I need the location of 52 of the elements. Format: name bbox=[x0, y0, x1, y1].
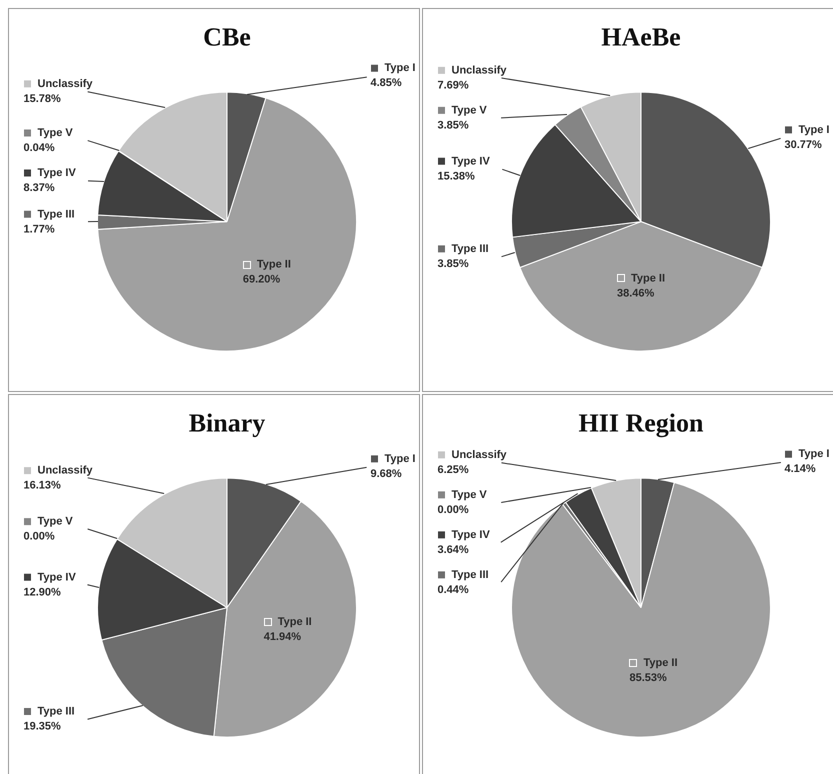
data-label: 3.85% bbox=[438, 258, 469, 270]
legend-label: Type IV bbox=[452, 155, 490, 168]
legend-label: Type III bbox=[38, 706, 75, 718]
text: 0.00% bbox=[24, 530, 55, 543]
legend-label: Type III bbox=[38, 208, 75, 220]
data-label: 1.77% bbox=[24, 223, 55, 236]
data-label: 8.37% bbox=[24, 182, 55, 194]
text: CBe bbox=[203, 22, 251, 52]
data-label: 12.90% bbox=[24, 586, 62, 598]
data-label: 16.13% bbox=[24, 480, 62, 492]
legend-label: Type V bbox=[452, 488, 488, 501]
legend-label: Type I bbox=[384, 452, 416, 465]
data-label: 85.53% bbox=[630, 672, 668, 684]
data-label: 7.69% bbox=[438, 79, 469, 92]
legend-label: Type II bbox=[630, 272, 666, 284]
legend-label: Type V bbox=[38, 127, 74, 140]
data-label: 19.35% bbox=[24, 720, 62, 733]
data-label: 15.78% bbox=[24, 92, 62, 105]
legend-label: Unclassify bbox=[452, 448, 508, 461]
data-label: 30.77% bbox=[784, 138, 822, 151]
data-label: 3.64% bbox=[438, 544, 469, 556]
legend-label: Unclassify bbox=[38, 464, 94, 477]
legend-label: Type II bbox=[278, 616, 312, 628]
text: HII Region bbox=[578, 408, 704, 438]
legend-label: Type V bbox=[452, 104, 488, 116]
legend-label: Type II bbox=[644, 657, 678, 670]
legend-label: Type V bbox=[38, 516, 74, 528]
legend-label: Type I bbox=[384, 62, 416, 74]
data-label: 9.68% bbox=[370, 468, 402, 480]
data-label: 15.38% bbox=[438, 170, 476, 182]
legend-label: Type II bbox=[256, 258, 291, 271]
legend-label: Type IV bbox=[38, 167, 76, 180]
text: 0.00% bbox=[438, 504, 469, 516]
legend-label: Type III bbox=[452, 242, 489, 255]
data-label: 38.46% bbox=[616, 287, 655, 300]
legend-label: Type III bbox=[452, 568, 489, 581]
legend-label: Type I bbox=[798, 448, 830, 460]
legend-label: Unclassify bbox=[38, 78, 94, 90]
data-label: 4.85% bbox=[370, 77, 402, 90]
text: Binary bbox=[188, 408, 266, 438]
legend-label: Type IV bbox=[38, 571, 76, 584]
data-label: 69.20% bbox=[242, 274, 280, 286]
data-label: 3.85% bbox=[438, 119, 469, 132]
legend-label: Unclassify bbox=[452, 64, 508, 76]
legend-label: Type IV bbox=[452, 528, 490, 541]
data-label: 6.25% bbox=[438, 464, 469, 476]
data-label: 0.44% bbox=[438, 584, 469, 596]
legend-label: Type I bbox=[798, 124, 830, 136]
data-label: 41.94% bbox=[264, 631, 302, 644]
data-label: 0.04% bbox=[24, 142, 55, 154]
text: HAeBe bbox=[601, 22, 681, 52]
data-label: 4.14% bbox=[784, 463, 816, 476]
